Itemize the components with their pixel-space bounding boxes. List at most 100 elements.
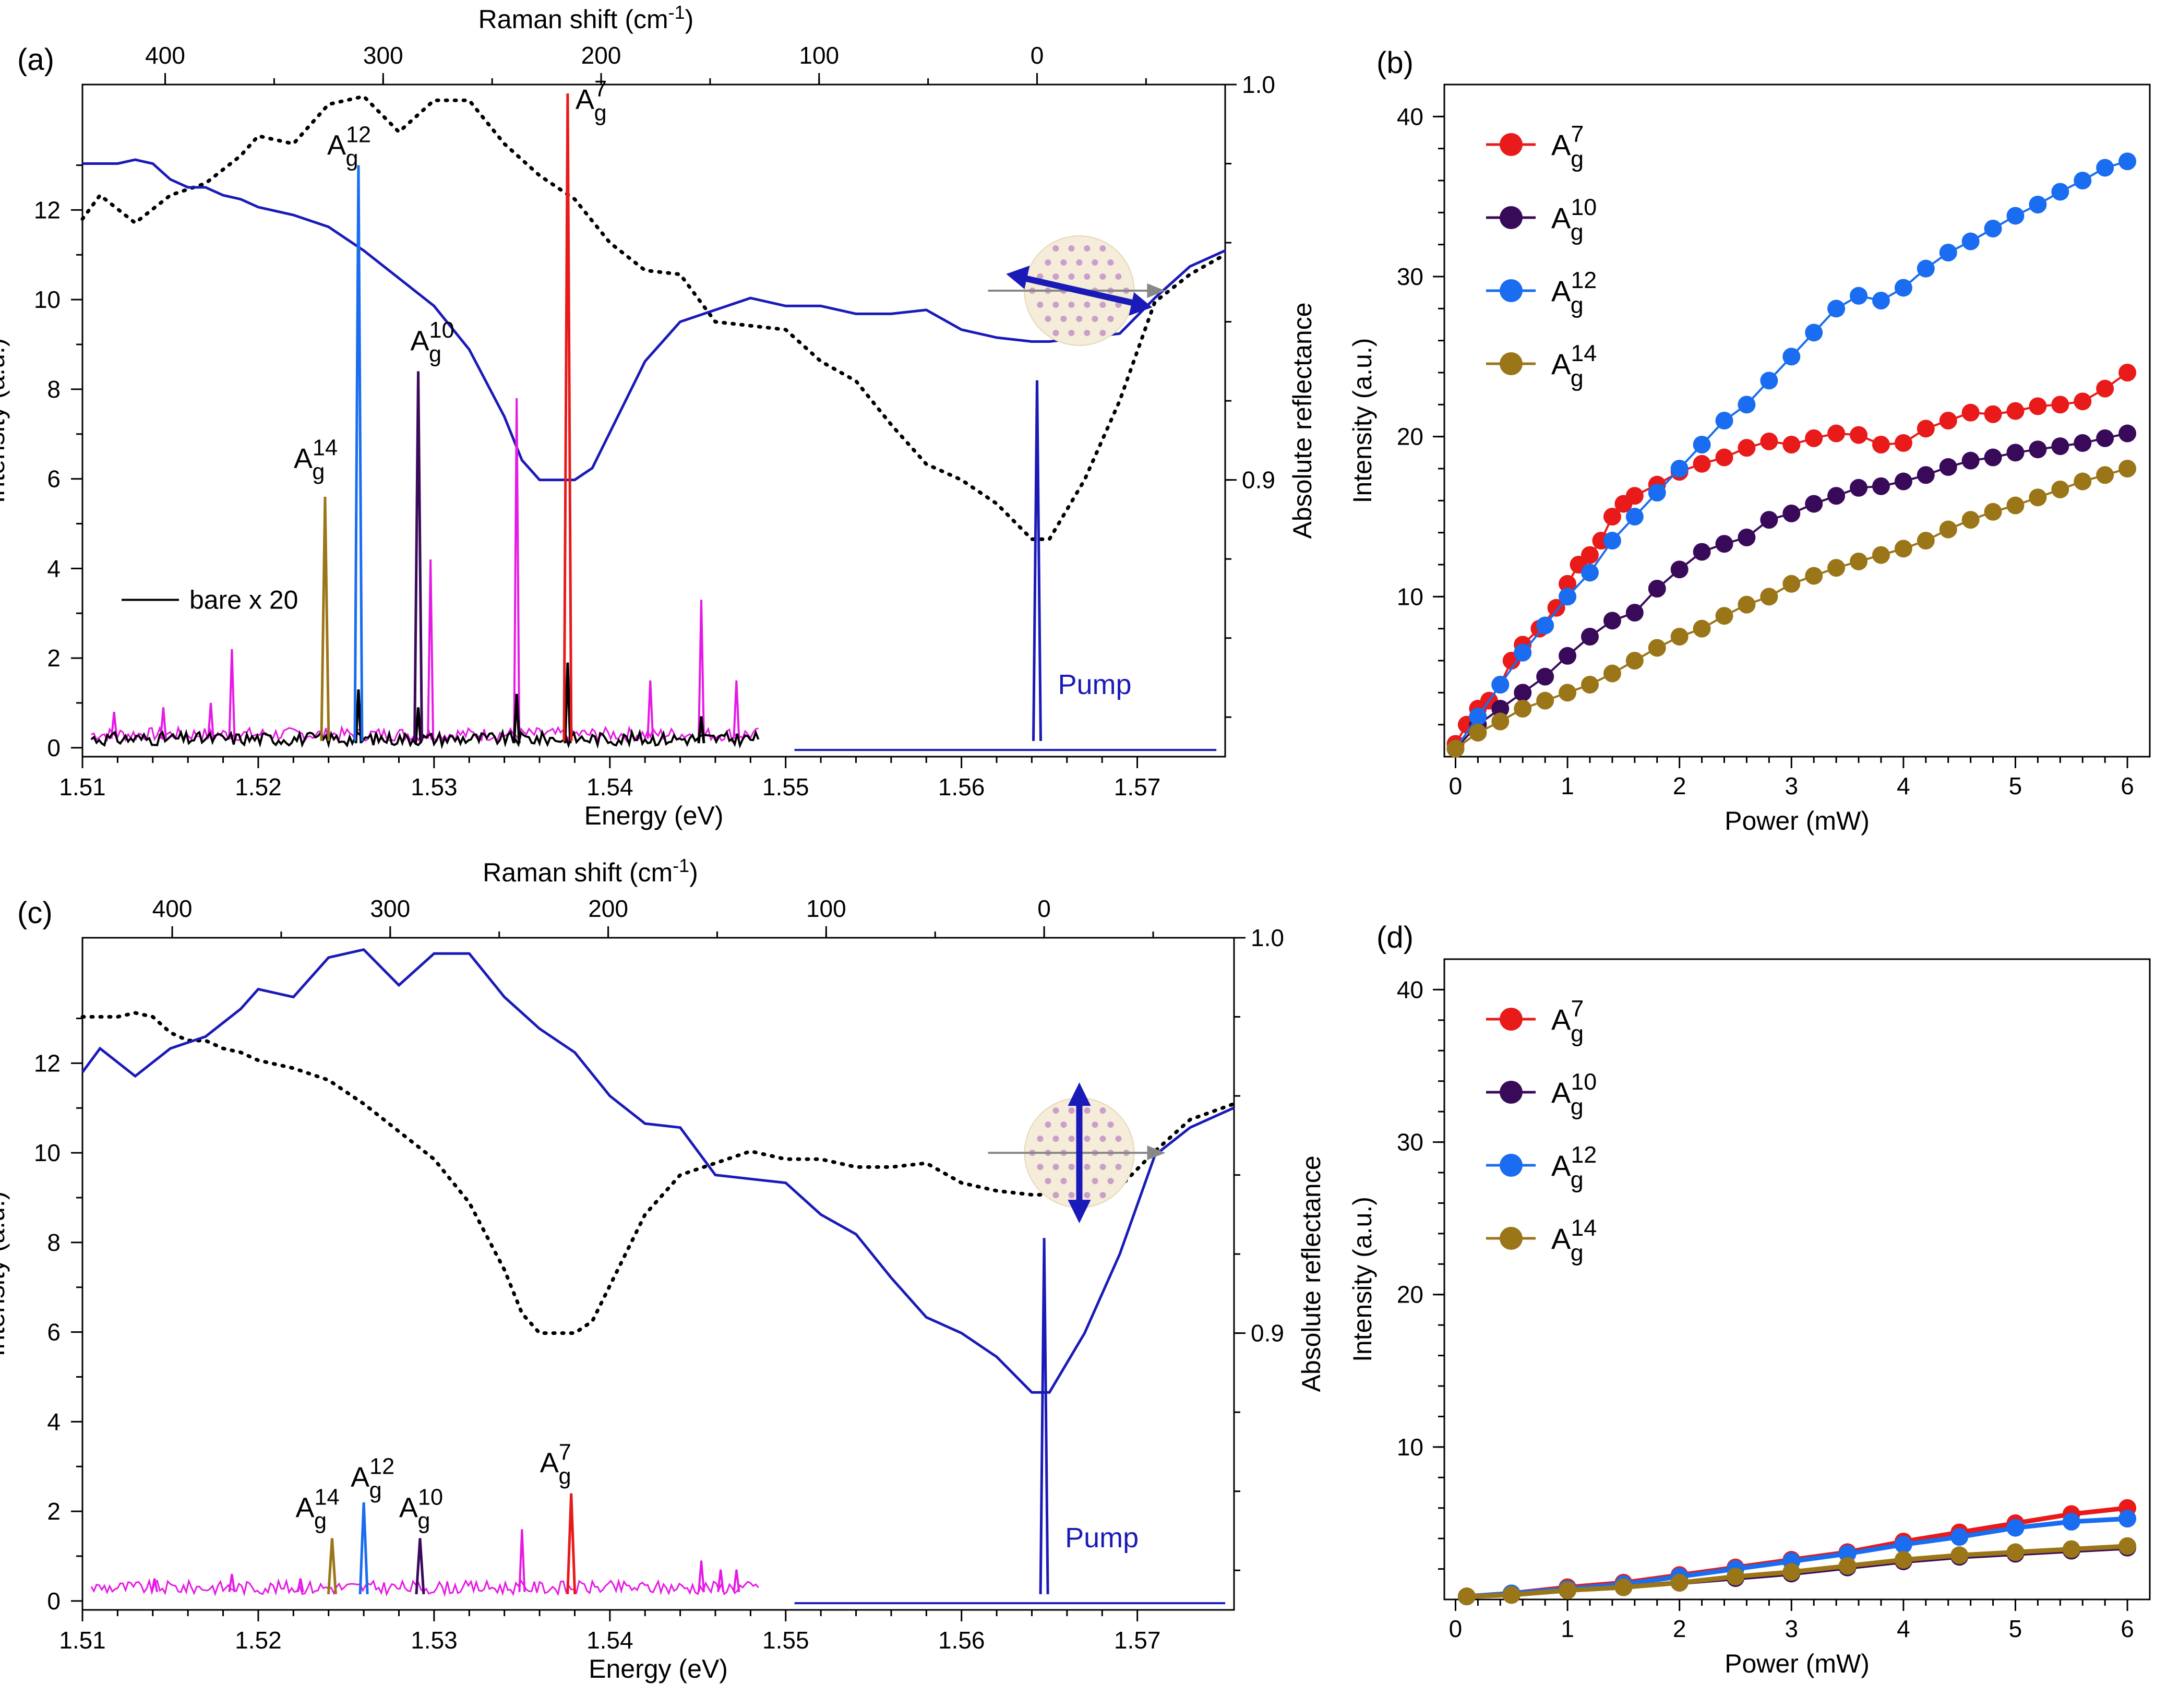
panel-1-ytick-label: 30 — [1397, 263, 1423, 290]
panel-0-xtick-label: 1.53 — [411, 773, 458, 801]
panel-0-toptick-label: 0 — [1031, 42, 1044, 69]
panel-1-data-point — [1625, 508, 1644, 525]
panel-3-data-point — [1894, 1535, 1912, 1554]
panel-2-peak — [1039, 1238, 1049, 1594]
panel-1-data-point — [1939, 412, 1957, 429]
panel-1-xtick-label: 3 — [1785, 772, 1798, 799]
panel-1-xtick-label: 5 — [2009, 772, 2022, 799]
panel-1-data-point — [1715, 448, 1733, 467]
panel-0-frame — [81, 83, 1226, 758]
panel-1-ytick-label: 40 — [1397, 103, 1423, 130]
panel-1-data-point — [1984, 503, 2002, 521]
panel-1-xtick-label: 1 — [1561, 772, 1574, 799]
panel-3-data-point — [1502, 1586, 1521, 1604]
panel-0-lattice-site — [1037, 301, 1044, 308]
panel-1-ytick-label: 20 — [1397, 423, 1423, 450]
panel-1-legend-marker — [1500, 279, 1523, 302]
panel-1-data-point — [1514, 643, 1532, 662]
panel-2-lattice-site — [1092, 1121, 1098, 1128]
panel-1-data-point — [1625, 487, 1644, 505]
panel-2-label-ag7: A7 g — [540, 1440, 571, 1489]
panel-1-data-point — [1760, 432, 1778, 450]
panel-1-data-point — [1805, 324, 1823, 342]
panel-2-y2tick-label: 0.9 — [1251, 1320, 1284, 1347]
panel-1-data-point — [1648, 484, 1666, 501]
panel-1-data-point — [2074, 434, 2092, 452]
panel-1-data-point — [1547, 599, 1565, 617]
panel-3-legend-label: A7 g — [1551, 996, 1584, 1047]
panel-2-ytick-label: 12 — [34, 1049, 61, 1077]
panel-1-data-point — [1917, 420, 1935, 438]
panel-2-reflectance-dotted — [80, 1011, 1236, 1335]
panel-2-lattice-site — [1060, 1121, 1067, 1128]
panel-2-lattice-site — [1037, 1136, 1044, 1142]
panel-0-ytick-label: 8 — [47, 376, 61, 403]
panel-1-data-point — [1805, 429, 1823, 447]
panel-3-legend-label: A10 g — [1551, 1069, 1597, 1120]
panel-1-data-point — [1805, 567, 1823, 585]
panel-0-lattice-site — [1060, 259, 1067, 266]
panel-1-data-point — [1559, 647, 1577, 665]
panel-1-data-point — [1782, 348, 1801, 366]
panel-1-data-point — [1715, 535, 1733, 553]
panel-1-data-point — [1603, 664, 1621, 683]
panel-0-peak — [1032, 380, 1042, 741]
panel-1-data-point — [1961, 451, 1980, 470]
panel-0-toplabel: Raman shift (cm-1) — [478, 2, 694, 34]
panel-1-data-point — [1738, 595, 1756, 614]
panel-3-legend-marker — [1500, 1008, 1523, 1031]
panel-3-data-point — [1950, 1546, 1969, 1564]
panel-1-data-point — [2074, 392, 2092, 411]
panel-0-bare-spike — [564, 662, 572, 744]
panel-1-data-point — [1827, 559, 1846, 577]
panel-2-lattice-site — [1037, 1164, 1044, 1170]
panel-0-magenta-spike — [159, 707, 167, 739]
panel-2-ytick-label: 2 — [47, 1498, 61, 1525]
panel-2-lattice-site — [1045, 1121, 1051, 1128]
panel-1-legend-label: A10 g — [1551, 194, 1597, 245]
panel-0-lattice-site — [1107, 315, 1114, 322]
panel-1-data-point — [1872, 292, 1890, 309]
panel-2-xlabel: Energy (eV) — [589, 1654, 728, 1683]
panel-0-lattice-site — [1076, 315, 1083, 322]
panel-1-data-point — [1625, 652, 1644, 670]
panel-1-data-point — [1782, 436, 1801, 453]
panel-0-label-ag7: A7 g — [576, 77, 607, 126]
panel-0-xtick-label: 1.52 — [235, 773, 282, 801]
panel-0-lattice-site — [1092, 315, 1098, 322]
panel-1-data-point — [2118, 424, 2137, 443]
panel-3-xtick-label: 0 — [1449, 1615, 1463, 1642]
panel-1-data-point — [1984, 220, 2002, 237]
panel-0-magenta-spike — [646, 680, 654, 739]
panel-1-data-point — [2051, 437, 2069, 456]
panel-2-ytick-label: 0 — [47, 1587, 61, 1615]
panel-3-xtick-label: 4 — [1897, 1615, 1910, 1642]
panel-3-data-point — [1950, 1528, 1969, 1546]
panel-2-panel-label: (c) — [17, 896, 53, 930]
panel-1-data-point — [1961, 403, 1980, 422]
panel-2-lattice-site — [1115, 1136, 1122, 1142]
panel-0-xtick-label: 1.51 — [59, 773, 106, 801]
panel-2-reflectance-solid — [81, 948, 1235, 1394]
panel-3-data-point — [1894, 1551, 1912, 1569]
panel-0-toptick-label: 200 — [581, 42, 621, 69]
panel-0-xtick-label: 1.55 — [762, 773, 809, 801]
panel-2-lattice-site — [1107, 1121, 1114, 1128]
panel-1-data-point — [2006, 496, 2025, 515]
panel-0-ytick-label: 4 — [47, 555, 61, 582]
panel-1-data-point — [1581, 546, 1599, 564]
panel-0-lattice-site — [1045, 315, 1051, 322]
panel-1-data-point — [1559, 575, 1577, 593]
panel-1-data-point — [2074, 172, 2092, 189]
panel-2-lattice-site — [1052, 1136, 1059, 1142]
panel-1-data-point — [1782, 575, 1801, 593]
panel-2-xtick-label: 1.55 — [762, 1627, 809, 1654]
panel-0-pump-label: Pump — [1058, 669, 1131, 700]
panel-2-lattice-site — [1084, 1192, 1091, 1199]
panel-0-ytick-label: 6 — [47, 465, 61, 493]
panel-1-data-point — [1782, 504, 1801, 522]
panel-0-y2tick-label: 0.9 — [1242, 467, 1275, 494]
panel-1-data-point — [2029, 196, 2047, 213]
panel-2-magenta-spike — [733, 1569, 740, 1592]
panel-3-xtick-label: 1 — [1561, 1615, 1574, 1642]
